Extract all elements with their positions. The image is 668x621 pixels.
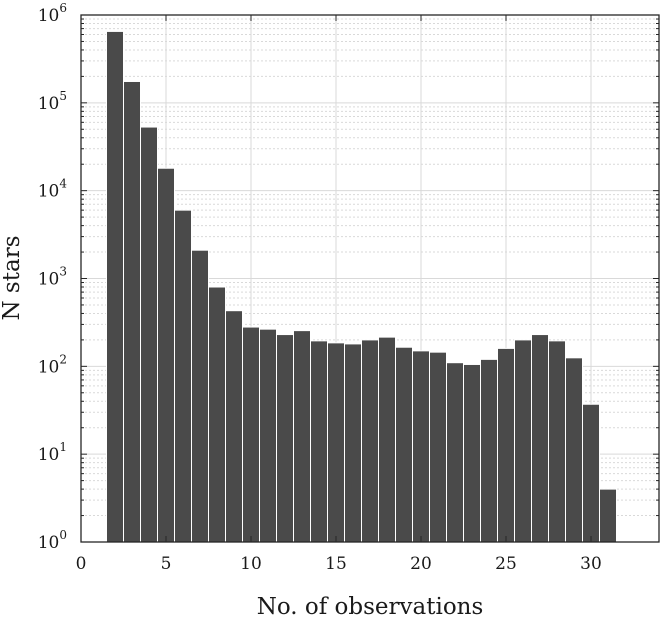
x-tick-label: 30 <box>580 554 602 574</box>
histogram-bar <box>310 340 328 543</box>
histogram-bar <box>480 358 498 543</box>
histogram-bar <box>225 310 243 543</box>
histogram-bar <box>497 347 515 543</box>
histogram-bar <box>378 336 396 543</box>
histogram-bar <box>259 328 277 543</box>
histogram-bar <box>429 351 447 543</box>
histogram-bar <box>174 209 192 543</box>
y-tick-label: 104 <box>38 177 68 202</box>
histogram-bar <box>412 350 430 543</box>
bars <box>106 30 617 543</box>
histogram-bar <box>327 342 345 543</box>
y-tick-label: 100 <box>38 528 67 553</box>
axis-ticks <box>80 14 659 543</box>
histogram-bar <box>106 30 124 543</box>
y-tick-label: 102 <box>38 352 67 377</box>
histogram-bar <box>208 286 226 543</box>
y-tick-label: 106 <box>38 1 67 26</box>
histogram-bar <box>293 330 311 543</box>
histogram-bar <box>344 343 362 543</box>
histogram-bar <box>565 357 583 543</box>
histogram-bar <box>514 339 532 543</box>
y-tick-label: 103 <box>38 265 67 290</box>
histogram-bar <box>548 340 566 543</box>
histogram-bar <box>395 346 413 543</box>
histogram-bar <box>463 363 481 543</box>
histogram-bar <box>582 403 600 543</box>
histogram-bar <box>242 326 260 543</box>
y-tick-labels: 100 101 102 103 104 105 106 <box>38 1 68 553</box>
x-tick-label: 0 <box>76 554 87 574</box>
y-tick-label: 101 <box>38 440 67 465</box>
x-tick-label: 5 <box>161 554 172 574</box>
histogram-bar <box>599 488 617 543</box>
x-tick-label: 10 <box>240 554 262 574</box>
histogram-bar <box>361 339 379 543</box>
histogram-bar <box>446 362 464 543</box>
y-axis-title: N stars <box>0 236 25 321</box>
x-tick-label: 15 <box>325 554 347 574</box>
x-tick-label: 25 <box>495 554 517 574</box>
x-tick-label: 20 <box>410 554 432 574</box>
histogram-bar <box>531 334 549 543</box>
x-axis-title: No. of observations <box>257 594 484 620</box>
histogram-bar <box>191 249 209 543</box>
x-tick-labels: 0 5 10 15 20 25 30 <box>76 554 602 574</box>
histogram-bar <box>157 167 175 543</box>
histogram-bar <box>276 334 294 543</box>
histogram-bar <box>123 80 141 543</box>
y-tick-label: 105 <box>38 89 67 114</box>
histogram-bar <box>140 126 158 543</box>
